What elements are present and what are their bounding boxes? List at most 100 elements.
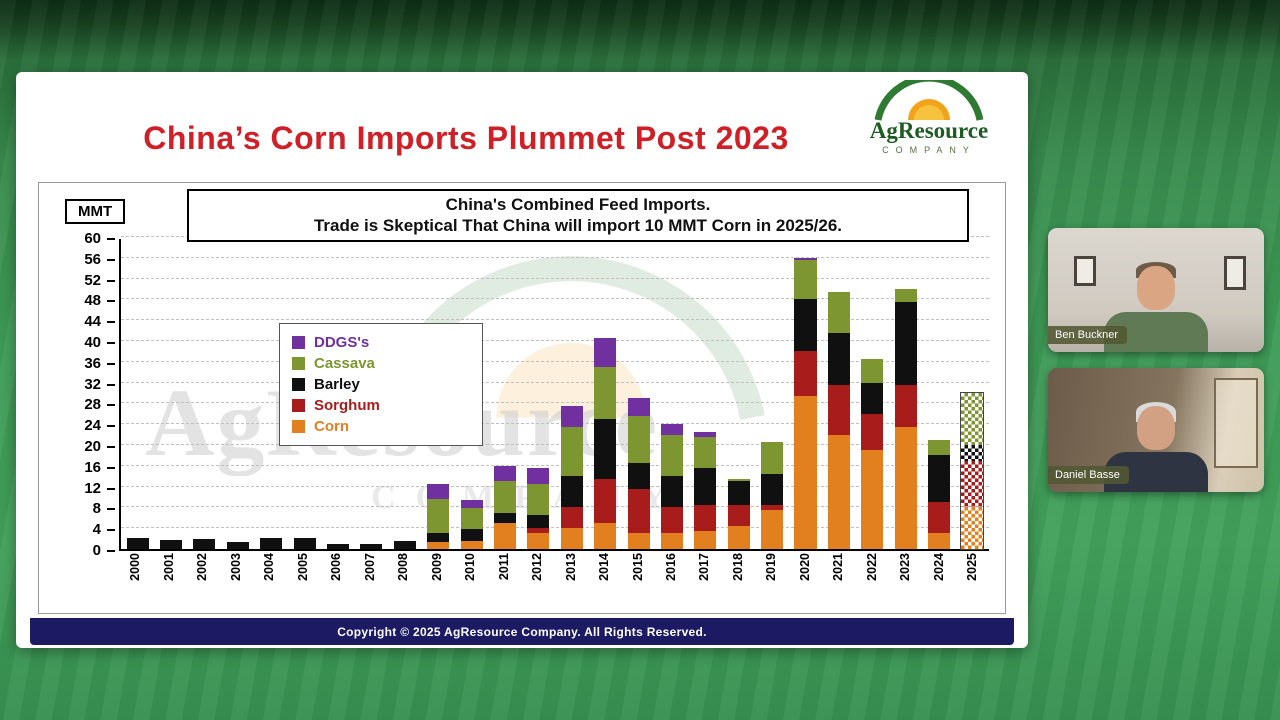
bar-2020 — [794, 257, 817, 549]
x-label-2000: 2000 — [128, 553, 143, 581]
legend-item-barley: Barley — [292, 374, 470, 395]
segment-corn-2016 — [660, 533, 683, 549]
x-label-2021: 2021 — [831, 553, 846, 581]
bar-column-2010 — [455, 239, 488, 549]
bar-column-2000 — [121, 239, 154, 549]
bar-2010 — [460, 499, 483, 549]
segment-barley-2000 — [126, 537, 149, 549]
chart-legend: DDGS's Cassava Barley Sorghum Corn — [279, 323, 483, 446]
segment-barley-2012 — [527, 515, 550, 529]
bar-2013 — [560, 406, 583, 549]
participant-name-tag: Ben Buckner — [1048, 326, 1127, 344]
x-label-2010: 2010 — [463, 553, 478, 581]
segment-ddgss-2014 — [594, 338, 617, 368]
y-tick-4: 4 — [92, 521, 116, 539]
gridline-48 — [121, 298, 989, 300]
segment-ddgss-2010 — [460, 499, 483, 508]
segment-sorghum-2013 — [560, 507, 583, 529]
bar-2021 — [827, 291, 850, 549]
segment-sorghum-2018 — [727, 504, 750, 526]
segment-sorghum-2016 — [660, 507, 683, 534]
y-axis-unit-label: MMT — [65, 199, 126, 224]
segment-cassava-2015 — [627, 416, 650, 464]
bar-column-2018 — [722, 239, 755, 549]
bar-column-2002 — [188, 239, 221, 549]
segment-barley-2009 — [427, 532, 450, 543]
segment-barley-2010 — [460, 528, 483, 542]
x-label-2023: 2023 — [898, 553, 913, 581]
gridline-56 — [121, 256, 989, 258]
bar-column-2013 — [555, 239, 588, 549]
gridline-44 — [121, 319, 989, 321]
legend-item-corn: Corn — [292, 416, 470, 437]
segment-sorghum-2023 — [894, 385, 917, 427]
segment-barley-2018 — [727, 481, 750, 505]
chart-title-line2: Trade is Skeptical That China will impor… — [313, 216, 843, 236]
y-tick-60: 60 — [84, 230, 115, 247]
video-tile-ben-buckner[interactable]: Ben Buckner — [1048, 228, 1264, 352]
bar-column-2022 — [856, 239, 889, 549]
gridline-28 — [121, 402, 989, 404]
bar-2011 — [493, 465, 516, 549]
segment-sorghum-2017 — [694, 504, 717, 531]
bar-2009 — [427, 483, 450, 549]
x-label-2006: 2006 — [329, 553, 344, 581]
segment-corn-2014 — [594, 523, 617, 549]
legend-swatch-icon — [292, 378, 305, 391]
bar-2014 — [594, 338, 617, 549]
bar-column-2004 — [255, 239, 288, 549]
y-tick-0: 0 — [92, 542, 116, 559]
x-label-2015: 2015 — [630, 553, 645, 581]
segment-cassava-2018 — [727, 478, 750, 482]
segment-corn-2017 — [694, 530, 717, 549]
bar-column-2019 — [755, 239, 788, 549]
y-tick-16: 16 — [84, 458, 115, 476]
legend-swatch-icon — [292, 399, 305, 412]
y-axis: 0 4 8 12 16 20 24 28 32 36 40 44 48 52 56 60 — [39, 230, 117, 559]
segment-cassava-2014 — [594, 367, 617, 420]
bar-2008 — [393, 540, 416, 549]
segment-barley-2011 — [493, 512, 516, 523]
segment-sorghum-2025 — [961, 460, 984, 508]
x-label-2024: 2024 — [931, 553, 946, 581]
x-label-2019: 2019 — [764, 553, 779, 581]
bar-series — [121, 239, 989, 550]
chart-title-line1: China's Combined Feed Imports. — [445, 195, 711, 214]
segment-ddgss-2012 — [527, 468, 550, 485]
segment-corn-2011 — [493, 523, 516, 549]
segment-corn-2024 — [928, 533, 951, 549]
segment-cassava-2010 — [460, 507, 483, 529]
x-label-2004: 2004 — [262, 553, 277, 581]
y-tick-12: 12 — [84, 479, 115, 497]
segment-cassava-2024 — [928, 439, 951, 456]
x-label-2005: 2005 — [295, 553, 310, 581]
video-tile-daniel-basse[interactable]: Daniel Basse — [1048, 368, 1264, 492]
segment-barley-2021 — [827, 333, 850, 386]
bar-column-2023 — [889, 239, 922, 549]
x-label-2009: 2009 — [429, 553, 444, 581]
chart: MMT China's Combined Feed Imports. Trade… — [38, 182, 1006, 614]
x-label-2013: 2013 — [563, 553, 578, 581]
bar-2007 — [360, 544, 383, 549]
x-label-2020: 2020 — [797, 553, 812, 581]
legend-item-ddgss: DDGS's — [292, 332, 470, 353]
x-label-2007: 2007 — [362, 553, 377, 581]
segment-barley-2008 — [393, 540, 416, 549]
chart-title: China's Combined Feed Imports. Trade is … — [187, 189, 969, 242]
slide-header: China’s Corn Imports Plummet Post 2023 A… — [16, 72, 1028, 180]
segment-barley-2013 — [560, 476, 583, 508]
segment-sorghum-2012 — [527, 528, 550, 534]
segment-corn-2023 — [894, 426, 917, 549]
bar-2006 — [327, 543, 350, 549]
segment-barley-2023 — [894, 302, 917, 386]
segment-corn-2010 — [460, 541, 483, 549]
segment-corn-2015 — [627, 533, 650, 549]
x-label-2002: 2002 — [195, 553, 210, 581]
legend-label: Cassava — [314, 355, 375, 372]
segment-cassava-2019 — [761, 442, 784, 474]
x-axis-labels: 2000 2001 2002 2003 2004 2005 2006 2007 2008 2009… — [119, 553, 989, 605]
presentation-slide: China’s Corn Imports Plummet Post 2023 A… — [16, 72, 1028, 648]
segment-ddgss-2020 — [794, 257, 817, 261]
y-tick-28: 28 — [84, 396, 115, 414]
legend-label: Barley — [314, 376, 360, 393]
